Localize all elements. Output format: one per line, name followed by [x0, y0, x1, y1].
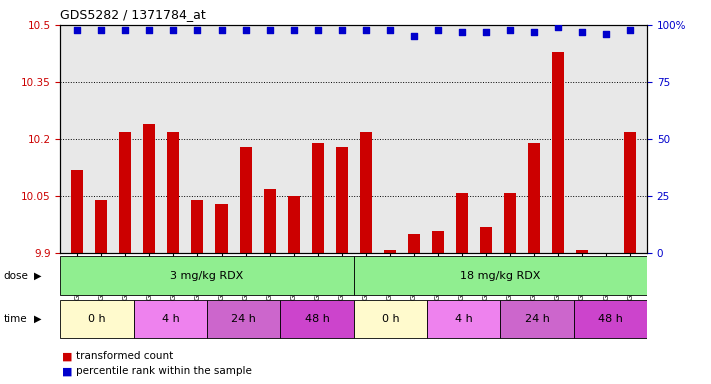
Point: [312, 26, 324, 33]
Bar: [144, 124, 156, 253]
Bar: [360, 132, 372, 253]
Point: [456, 29, 468, 35]
Point: [144, 26, 155, 33]
Bar: [336, 147, 348, 253]
Point: [288, 26, 299, 33]
Bar: [60, 300, 134, 338]
Bar: [354, 300, 427, 338]
Point: [624, 26, 636, 33]
Bar: [311, 143, 324, 253]
Text: percentile rank within the sample: percentile rank within the sample: [76, 366, 252, 376]
Bar: [280, 300, 353, 338]
Bar: [240, 147, 252, 253]
Point: [192, 26, 203, 33]
Text: 4 h: 4 h: [161, 314, 179, 324]
Bar: [134, 300, 207, 338]
Point: [601, 31, 612, 37]
Text: time: time: [4, 314, 27, 324]
Bar: [552, 51, 564, 253]
Bar: [384, 250, 396, 253]
Point: [264, 26, 275, 33]
Text: ■: ■: [62, 351, 73, 361]
Bar: [207, 300, 280, 338]
Text: 18 mg/kg RDX: 18 mg/kg RDX: [460, 270, 540, 281]
Text: transformed count: transformed count: [76, 351, 173, 361]
Point: [216, 26, 228, 33]
Text: 24 h: 24 h: [231, 314, 256, 324]
Point: [360, 26, 371, 33]
Bar: [528, 143, 540, 253]
Bar: [288, 196, 299, 253]
Bar: [504, 192, 516, 253]
Bar: [576, 250, 588, 253]
Bar: [501, 300, 574, 338]
Point: [432, 26, 444, 33]
Point: [504, 26, 515, 33]
Bar: [427, 300, 501, 338]
Text: 24 h: 24 h: [525, 314, 550, 324]
Text: dose: dose: [4, 270, 28, 281]
Bar: [71, 170, 83, 253]
Bar: [95, 200, 107, 253]
Bar: [624, 132, 636, 253]
Bar: [574, 300, 647, 338]
Bar: [264, 189, 276, 253]
Text: ■: ■: [62, 366, 73, 376]
Bar: [354, 256, 647, 295]
Point: [119, 26, 131, 33]
Point: [408, 33, 419, 40]
Point: [72, 26, 83, 33]
Text: ▶: ▶: [34, 270, 42, 281]
Point: [336, 26, 348, 33]
Text: GDS5282 / 1371784_at: GDS5282 / 1371784_at: [60, 8, 206, 21]
Text: 4 h: 4 h: [455, 314, 473, 324]
Text: ▶: ▶: [34, 314, 42, 324]
Bar: [600, 253, 612, 257]
Point: [95, 26, 107, 33]
Bar: [60, 256, 354, 295]
Text: 0 h: 0 h: [88, 314, 106, 324]
Bar: [191, 200, 203, 253]
Point: [384, 26, 395, 33]
Point: [240, 26, 251, 33]
Bar: [119, 132, 132, 253]
Bar: [167, 132, 179, 253]
Point: [577, 29, 588, 35]
Bar: [432, 230, 444, 253]
Text: 48 h: 48 h: [304, 314, 329, 324]
Bar: [215, 204, 228, 253]
Text: 3 mg/kg RDX: 3 mg/kg RDX: [171, 270, 244, 281]
Point: [480, 29, 491, 35]
Point: [168, 26, 179, 33]
Bar: [408, 234, 419, 253]
Point: [552, 24, 564, 30]
Bar: [480, 227, 492, 253]
Bar: [456, 192, 468, 253]
Point: [528, 29, 540, 35]
Text: 0 h: 0 h: [382, 314, 399, 324]
Text: 48 h: 48 h: [598, 314, 623, 324]
